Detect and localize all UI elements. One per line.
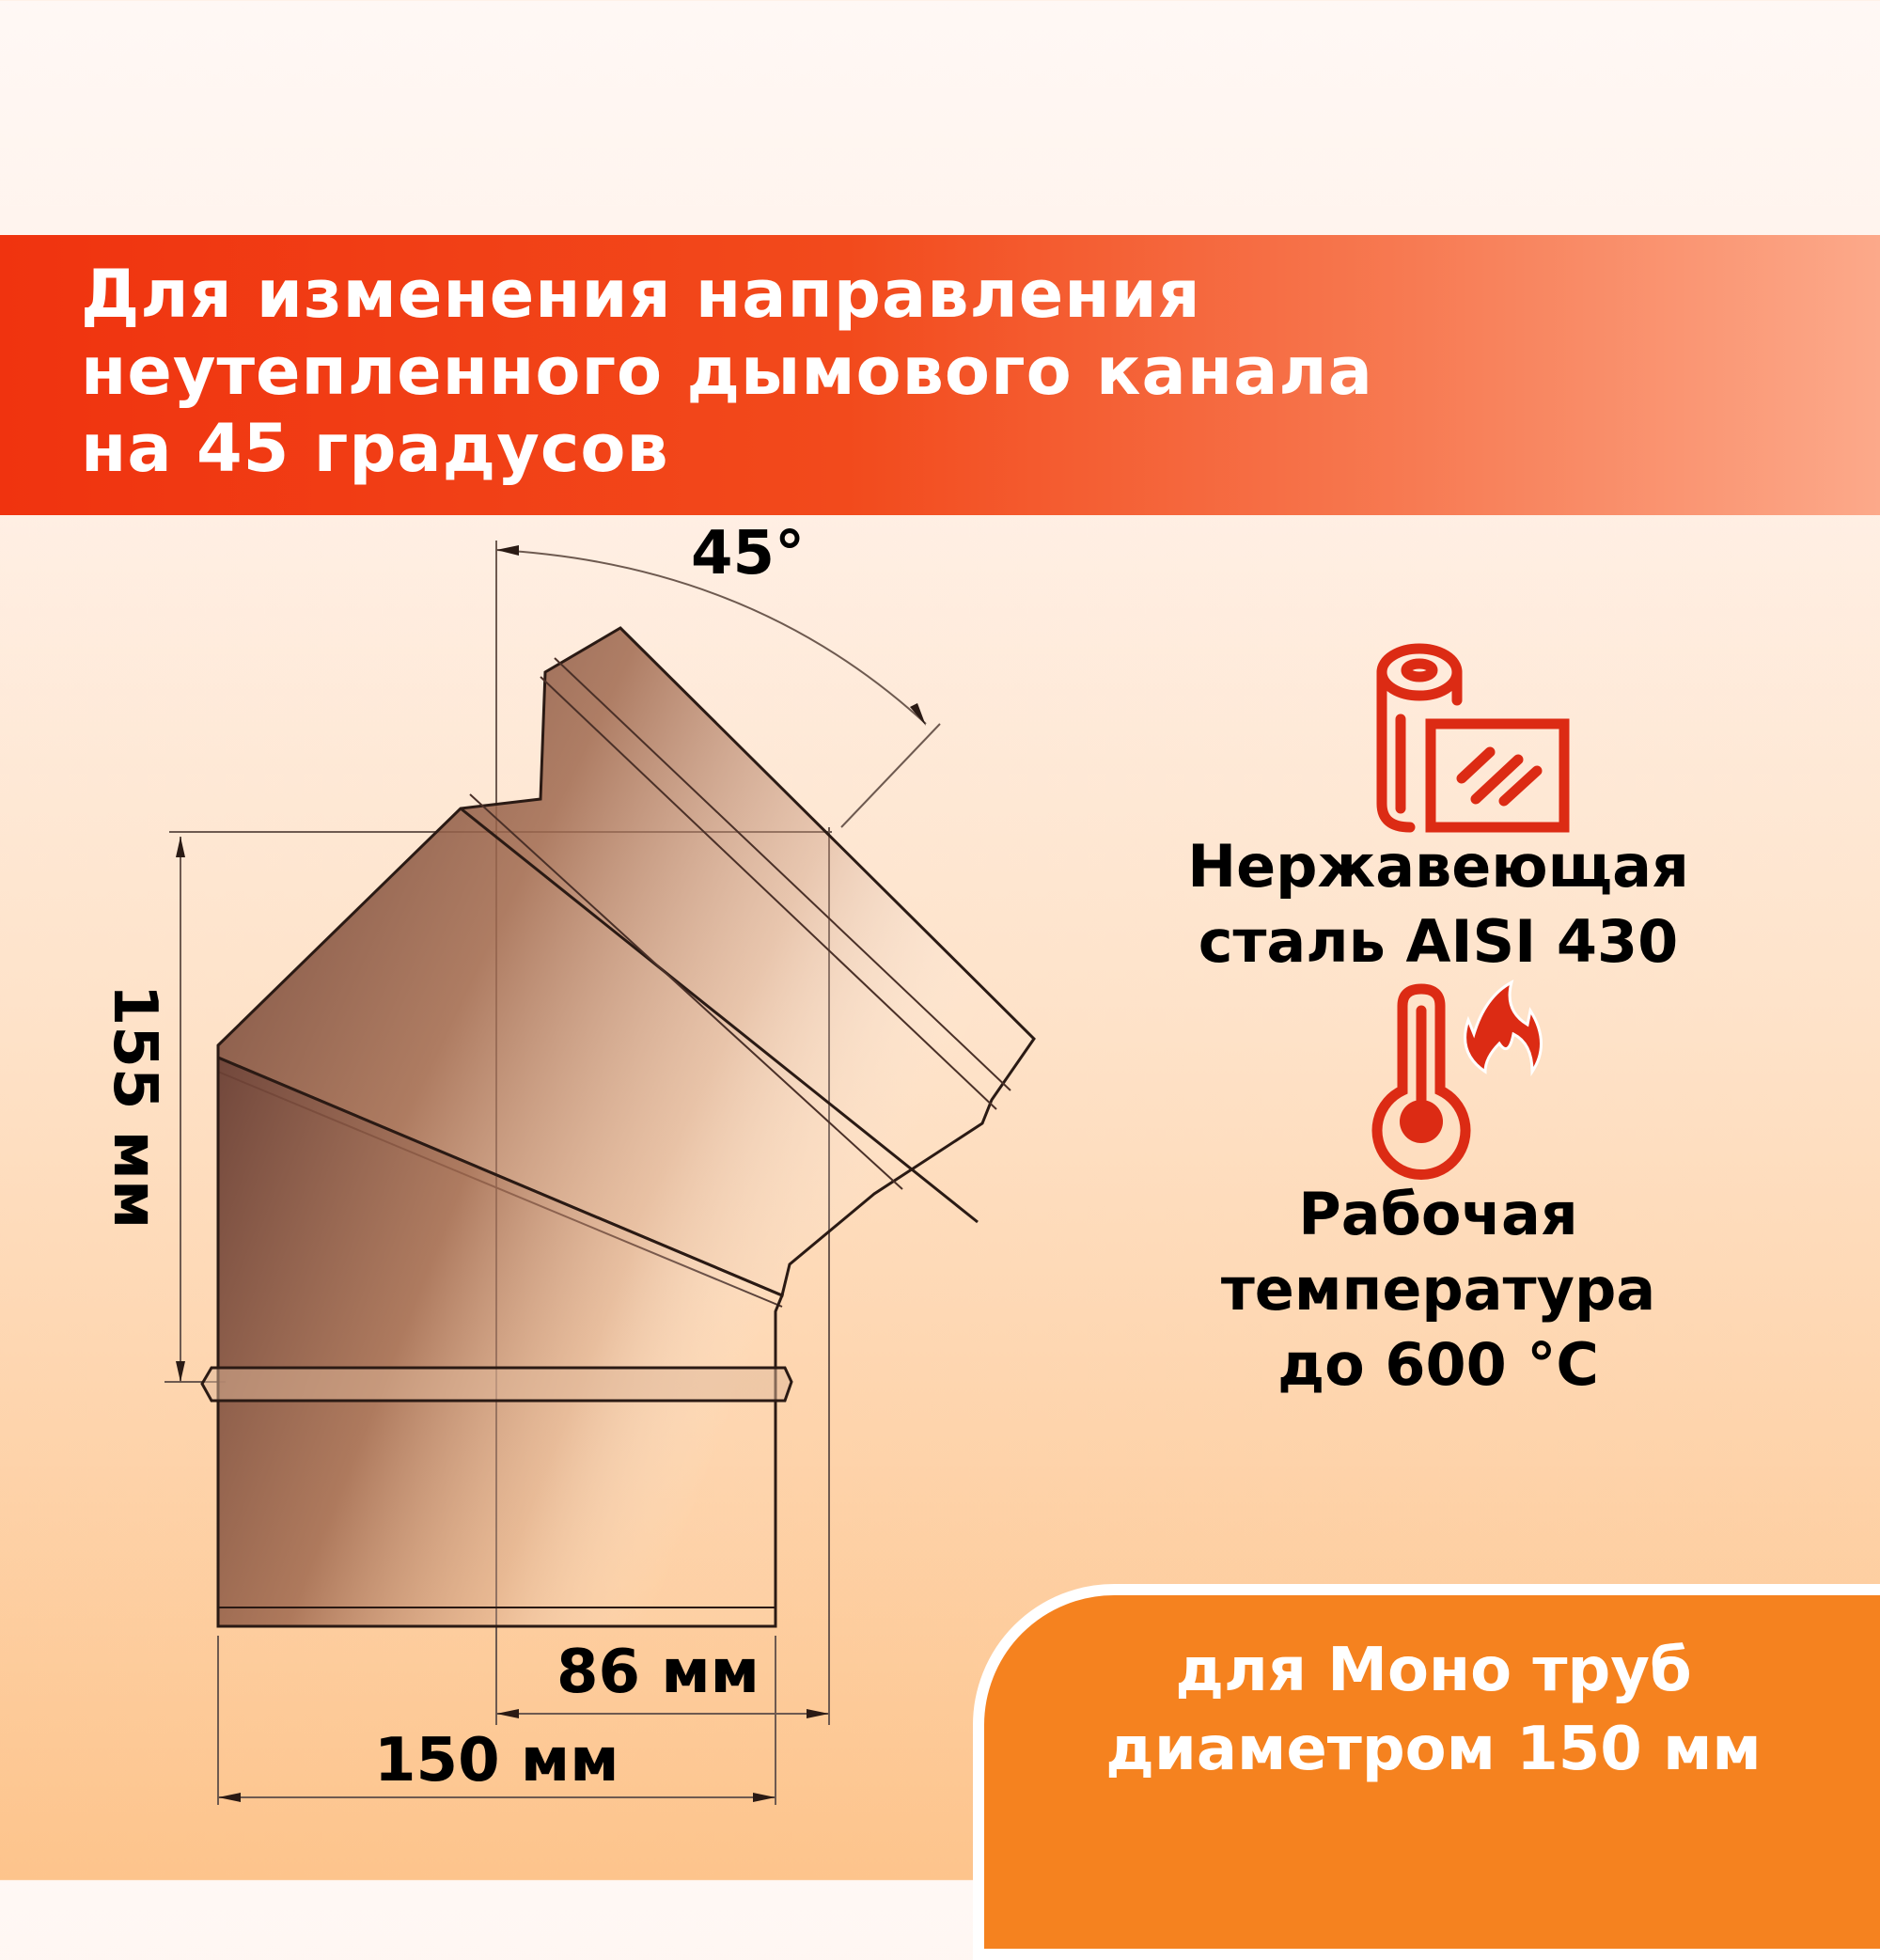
- feature-text: Нержавеющая: [1187, 832, 1689, 901]
- width-label: 150 мм: [374, 1726, 619, 1795]
- angle-label: 45°: [691, 519, 806, 588]
- feature-temperature: Рабочая температура до 600 °C: [1156, 1177, 1720, 1403]
- badge-line: диаметром 150 мм: [1105, 1715, 1762, 1784]
- pipe-groove-line: [469, 793, 903, 1190]
- thermometer-flame-icon: [1371, 980, 1543, 1180]
- feature-text: Рабочая: [1298, 1180, 1578, 1248]
- pipe-groove-line: [554, 657, 1011, 1091]
- pipe-edge-line: [460, 807, 979, 1224]
- dimension-arrows: [176, 545, 926, 1802]
- feature-material: Нержавеющая сталь AISI 430: [1156, 829, 1720, 980]
- header-line: неутепленного дымового канала: [81, 333, 1373, 410]
- header-band: [0, 235, 1880, 515]
- steel-roll-sheet-icon: [1376, 643, 1570, 833]
- feature-text: до 600 °C: [1277, 1330, 1599, 1399]
- height-label: 155 мм: [100, 983, 169, 1230]
- feature-text: сталь AISI 430: [1198, 907, 1679, 976]
- elbow-lower-section: [216, 1055, 784, 1628]
- elbow-bead: [200, 1366, 793, 1403]
- elbow-drawing: [164, 541, 1570, 1805]
- badge-line: для Моно труб: [1175, 1636, 1692, 1705]
- header-line: на 45 градусов: [81, 410, 669, 487]
- offset-label: 86 мм: [556, 1638, 760, 1707]
- badge-text: для Моно труб диаметром 150 мм: [1025, 1631, 1842, 1789]
- header-title: Для изменения направления неутепленного …: [81, 256, 1373, 487]
- pipe-groove-line: [540, 676, 997, 1110]
- header-line: Для изменения направления: [81, 256, 1201, 333]
- feature-text: температура: [1220, 1255, 1656, 1324]
